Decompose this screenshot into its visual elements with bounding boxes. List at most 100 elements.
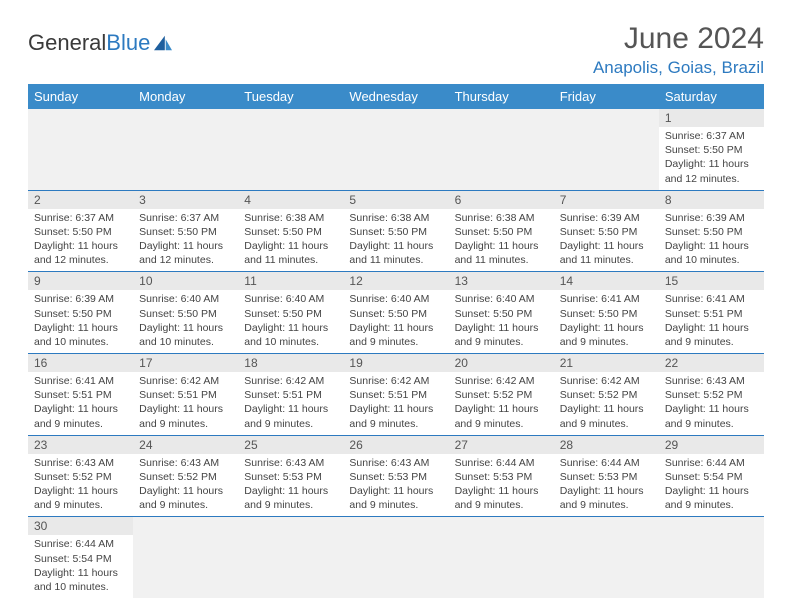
sunset-text: Sunset: 5:50 PM (139, 225, 232, 239)
logo: GeneralBlue (28, 30, 174, 56)
day-number: 20 (449, 354, 554, 372)
calendar-table: SundayMondayTuesdayWednesdayThursdayFrid… (28, 84, 764, 598)
day-cell: 5Sunrise: 6:38 AMSunset: 5:50 PMDaylight… (343, 190, 448, 272)
day-cell: 29Sunrise: 6:44 AMSunset: 5:54 PMDayligh… (659, 435, 764, 517)
daylight-line1: Daylight: 11 hours (665, 157, 758, 171)
daylight-line2: and 9 minutes. (34, 498, 127, 512)
daylight-line2: and 9 minutes. (349, 498, 442, 512)
sunset-text: Sunset: 5:50 PM (665, 225, 758, 239)
sunrise-text: Sunrise: 6:39 AM (560, 211, 653, 225)
daylight-line2: and 9 minutes. (34, 417, 127, 431)
day-header-row: SundayMondayTuesdayWednesdayThursdayFrid… (28, 84, 764, 109)
day-details: Sunrise: 6:39 AMSunset: 5:50 PMDaylight:… (659, 209, 764, 272)
day-details: Sunrise: 6:41 AMSunset: 5:51 PMDaylight:… (28, 372, 133, 435)
day-details: Sunrise: 6:39 AMSunset: 5:50 PMDaylight:… (554, 209, 659, 272)
day-details: Sunrise: 6:37 AMSunset: 5:50 PMDaylight:… (28, 209, 133, 272)
day-cell: 15Sunrise: 6:41 AMSunset: 5:51 PMDayligh… (659, 272, 764, 354)
logo-part2: Blue (106, 30, 150, 55)
daylight-line1: Daylight: 11 hours (455, 239, 548, 253)
day-cell: 17Sunrise: 6:42 AMSunset: 5:51 PMDayligh… (133, 354, 238, 436)
day-details: Sunrise: 6:42 AMSunset: 5:52 PMDaylight:… (449, 372, 554, 435)
daylight-line1: Daylight: 11 hours (665, 239, 758, 253)
day-cell: 8Sunrise: 6:39 AMSunset: 5:50 PMDaylight… (659, 190, 764, 272)
day-details: Sunrise: 6:44 AMSunset: 5:54 PMDaylight:… (659, 454, 764, 517)
sunset-text: Sunset: 5:51 PM (34, 388, 127, 402)
day-number: 24 (133, 436, 238, 454)
sunrise-text: Sunrise: 6:38 AM (244, 211, 337, 225)
day-details: Sunrise: 6:40 AMSunset: 5:50 PMDaylight:… (449, 290, 554, 353)
day-cell (554, 109, 659, 190)
day-cell: 1Sunrise: 6:37 AMSunset: 5:50 PMDaylight… (659, 109, 764, 190)
day-details: Sunrise: 6:40 AMSunset: 5:50 PMDaylight:… (343, 290, 448, 353)
day-header: Tuesday (238, 84, 343, 109)
daylight-line2: and 9 minutes. (665, 498, 758, 512)
sunrise-text: Sunrise: 6:43 AM (139, 456, 232, 470)
daylight-line2: and 9 minutes. (455, 335, 548, 349)
daylight-line1: Daylight: 11 hours (244, 402, 337, 416)
daylight-line2: and 11 minutes. (349, 253, 442, 267)
daylight-line1: Daylight: 11 hours (455, 484, 548, 498)
sunset-text: Sunset: 5:51 PM (349, 388, 442, 402)
sunset-text: Sunset: 5:50 PM (349, 225, 442, 239)
day-cell: 6Sunrise: 6:38 AMSunset: 5:50 PMDaylight… (449, 190, 554, 272)
daylight-line1: Daylight: 11 hours (244, 484, 337, 498)
daylight-line1: Daylight: 11 hours (349, 484, 442, 498)
day-details: Sunrise: 6:43 AMSunset: 5:52 PMDaylight:… (133, 454, 238, 517)
daylight-line1: Daylight: 11 hours (560, 484, 653, 498)
sunset-text: Sunset: 5:53 PM (244, 470, 337, 484)
day-cell: 3Sunrise: 6:37 AMSunset: 5:50 PMDaylight… (133, 190, 238, 272)
daylight-line1: Daylight: 11 hours (560, 321, 653, 335)
day-details: Sunrise: 6:37 AMSunset: 5:50 PMDaylight:… (133, 209, 238, 272)
sunrise-text: Sunrise: 6:40 AM (455, 292, 548, 306)
daylight-line1: Daylight: 11 hours (34, 566, 127, 580)
day-number: 18 (238, 354, 343, 372)
daylight-line2: and 10 minutes. (244, 335, 337, 349)
day-details: Sunrise: 6:43 AMSunset: 5:52 PMDaylight:… (659, 372, 764, 435)
daylight-line1: Daylight: 11 hours (139, 239, 232, 253)
location: Anapolis, Goias, Brazil (593, 58, 764, 78)
sunrise-text: Sunrise: 6:38 AM (349, 211, 442, 225)
month-title: June 2024 (593, 22, 764, 56)
daylight-line2: and 9 minutes. (665, 417, 758, 431)
day-number: 4 (238, 191, 343, 209)
week-row: 23Sunrise: 6:43 AMSunset: 5:52 PMDayligh… (28, 435, 764, 517)
day-number: 23 (28, 436, 133, 454)
sunset-text: Sunset: 5:50 PM (244, 225, 337, 239)
sunset-text: Sunset: 5:50 PM (34, 307, 127, 321)
week-row: 2Sunrise: 6:37 AMSunset: 5:50 PMDaylight… (28, 190, 764, 272)
day-details: Sunrise: 6:41 AMSunset: 5:50 PMDaylight:… (554, 290, 659, 353)
daylight-line2: and 12 minutes. (34, 253, 127, 267)
day-number: 3 (133, 191, 238, 209)
day-number: 8 (659, 191, 764, 209)
sunset-text: Sunset: 5:52 PM (455, 388, 548, 402)
day-cell (238, 517, 343, 598)
daylight-line2: and 11 minutes. (560, 253, 653, 267)
daylight-line1: Daylight: 11 hours (349, 239, 442, 253)
sunset-text: Sunset: 5:51 PM (139, 388, 232, 402)
daylight-line2: and 9 minutes. (139, 417, 232, 431)
sunset-text: Sunset: 5:53 PM (560, 470, 653, 484)
day-cell (28, 109, 133, 190)
daylight-line2: and 12 minutes. (665, 172, 758, 186)
sunrise-text: Sunrise: 6:43 AM (244, 456, 337, 470)
daylight-line2: and 9 minutes. (244, 498, 337, 512)
day-details: Sunrise: 6:37 AMSunset: 5:50 PMDaylight:… (659, 127, 764, 190)
day-cell: 23Sunrise: 6:43 AMSunset: 5:52 PMDayligh… (28, 435, 133, 517)
day-details: Sunrise: 6:44 AMSunset: 5:54 PMDaylight:… (28, 535, 133, 598)
day-number: 9 (28, 272, 133, 290)
day-details: Sunrise: 6:43 AMSunset: 5:53 PMDaylight:… (343, 454, 448, 517)
sunrise-text: Sunrise: 6:44 AM (455, 456, 548, 470)
logo-part1: General (28, 30, 106, 55)
sunset-text: Sunset: 5:52 PM (560, 388, 653, 402)
sunrise-text: Sunrise: 6:42 AM (560, 374, 653, 388)
sunset-text: Sunset: 5:50 PM (139, 307, 232, 321)
daylight-line2: and 9 minutes. (560, 417, 653, 431)
day-details: Sunrise: 6:42 AMSunset: 5:51 PMDaylight:… (133, 372, 238, 435)
day-details: Sunrise: 6:42 AMSunset: 5:51 PMDaylight:… (343, 372, 448, 435)
day-number: 15 (659, 272, 764, 290)
day-number: 10 (133, 272, 238, 290)
day-header: Saturday (659, 84, 764, 109)
day-cell: 10Sunrise: 6:40 AMSunset: 5:50 PMDayligh… (133, 272, 238, 354)
day-number: 30 (28, 517, 133, 535)
day-number: 7 (554, 191, 659, 209)
